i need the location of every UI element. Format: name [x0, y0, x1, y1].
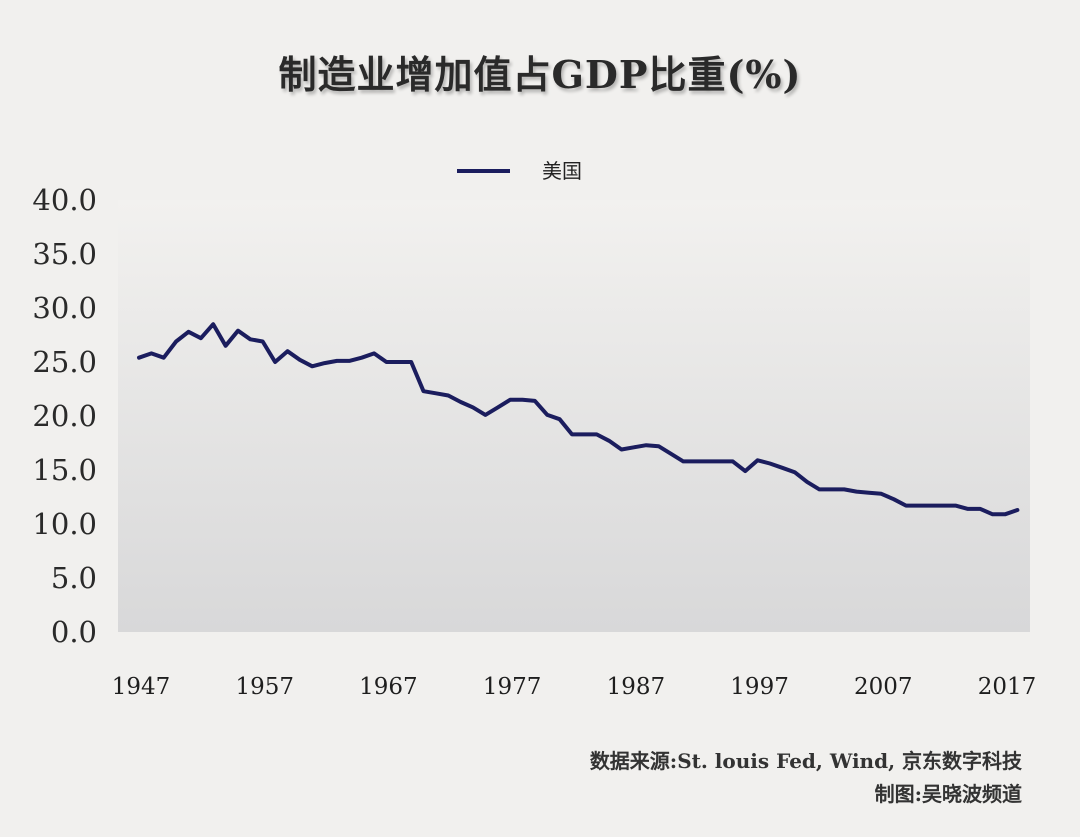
y-tick-label: 15.0	[32, 453, 97, 487]
x-tick-label: 1997	[730, 674, 789, 700]
source-note: 数据来源:St. louis Fed, Wind, 京东数字科技	[589, 749, 1022, 773]
y-tick-label: 0.0	[51, 615, 97, 649]
y-tick-label: 35.0	[32, 237, 97, 271]
x-tick-label: 1977	[483, 674, 542, 700]
credit-note: 制图:吴晓波频道	[874, 782, 1022, 806]
x-tick-label: 1957	[235, 674, 294, 700]
series-line-us	[137, 322, 1020, 517]
series-group	[137, 322, 1020, 517]
plot-area	[118, 200, 1030, 632]
x-tick-label: 2017	[978, 674, 1037, 700]
y-tick-label: 20.0	[32, 399, 97, 433]
y-tick-label: 25.0	[32, 345, 97, 379]
x-tick-label: 1947	[112, 674, 171, 700]
y-tick-label: 10.0	[32, 507, 97, 541]
chart-title: 制造业增加值占GDP比重(%)	[278, 52, 802, 97]
x-tick-label: 1987	[607, 674, 666, 700]
y-tick-label: 40.0	[32, 183, 97, 217]
y-tick-label: 5.0	[51, 561, 97, 595]
legend-label-us: 美国	[542, 159, 582, 183]
x-tick-label: 1967	[359, 674, 418, 700]
x-tick-label: 2007	[854, 674, 913, 700]
legend: 美国	[457, 159, 582, 183]
y-axis: 0.0 5.0 10.0 15.0 20.0 25.0 30.0 35.0 40.0	[32, 183, 97, 649]
y-tick-label: 30.0	[32, 291, 97, 325]
x-axis: 1947 1957 1967 1977 1987 1997 2007 2017	[112, 674, 1037, 700]
